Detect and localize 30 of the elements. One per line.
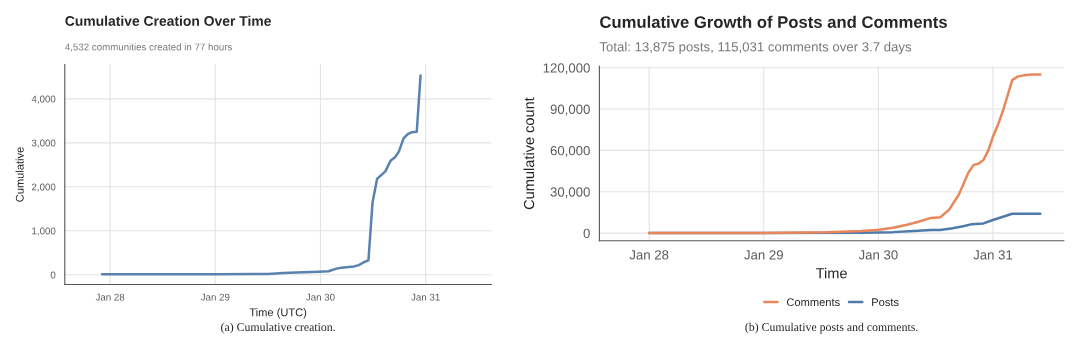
- y-tick-label: 0: [583, 228, 590, 238]
- text: (a) Cumulative creation.: [221, 322, 335, 334]
- legend-label: Comments: [786, 298, 840, 307]
- x-tick-label: Jan 29: [200, 293, 230, 301]
- x-tick-label: Jan 31: [973, 250, 1013, 260]
- x-axis-title: Time (UTC): [249, 308, 307, 319]
- y-tick-label: 3,000: [31, 139, 56, 148]
- y-tick-label: 1,000: [32, 227, 56, 236]
- x-tick-label: Jan 30: [306, 293, 335, 301]
- y-tick-label: 90,000: [550, 104, 590, 116]
- chart-subtitle: Total: 13,875 posts, 115,031 comments over 3.7 days: [599, 41, 912, 55]
- x-tick-label: Jan 28: [629, 250, 669, 260]
- legend-label: Posts: [872, 298, 899, 307]
- y-tick-label: 0: [50, 271, 56, 279]
- text: (b) Cumulative posts and comments.: [745, 322, 918, 334]
- y-tick-label: 30,000: [550, 187, 590, 199]
- x-tick-label: Jan 31: [411, 293, 440, 301]
- y-tick-label: 60,000: [550, 145, 590, 157]
- x-tick-label: Jan 29: [744, 250, 783, 260]
- x-tick-label: Jan 30: [858, 250, 898, 260]
- x-axis-title: Time: [816, 267, 847, 279]
- x-tick-label: Jan 28: [95, 293, 125, 301]
- chart-title: Cumulative Growth of Posts and Comments: [600, 15, 947, 28]
- y-axis-title: Cumulative: [15, 147, 24, 202]
- y-tick-label: 120,000: [543, 63, 590, 75]
- y-tick-label: 2,000: [31, 183, 56, 192]
- chart-subtitle: 4,532 communities created in 77 hours: [65, 43, 232, 52]
- chart-title: Cumulative Creation Over Time: [65, 15, 271, 26]
- y-tick-label: 4,000: [31, 95, 56, 104]
- y-axis-title: Cumulative count: [523, 97, 535, 210]
